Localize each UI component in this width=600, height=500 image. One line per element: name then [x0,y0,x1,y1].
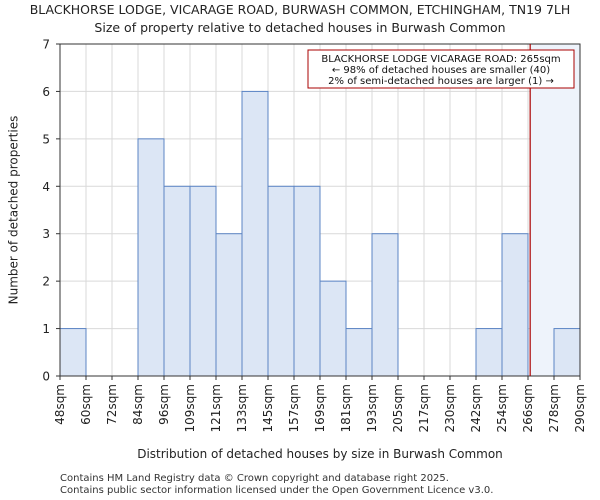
y-tick-label: 5 [42,132,50,146]
annotation-line-1: BLACKHORSE LODGE VICARAGE ROAD: 265sqm [321,54,560,65]
annotation-line-3: 2% of semi-detached houses are larger (1… [328,76,554,87]
x-tick-label: 157sqm [287,384,301,432]
x-tick-label: 133sqm [235,384,249,432]
x-tick-label: 230sqm [443,384,457,432]
y-tick-label: 0 [42,370,50,384]
x-tick-label: 290sqm [573,384,587,432]
footer-line-1: Contains HM Land Registry data © Crown c… [60,473,449,484]
x-tick-label: 266sqm [521,384,535,432]
annotation-box: BLACKHORSE LODGE VICARAGE ROAD: 265sqm ←… [307,49,575,89]
x-tick-label: 96sqm [157,384,171,425]
highlight-region [530,44,580,376]
annotation-frame [307,49,575,89]
x-tick-label: 181sqm [339,384,353,432]
bar [475,328,503,377]
bar [241,90,269,377]
x-tick-label: 217sqm [417,384,431,432]
bar [163,185,191,377]
y-tick-label: 6 [42,85,50,99]
bar [553,328,581,377]
bar [59,328,87,377]
x-tick-label: 72sqm [105,384,119,425]
x-tick-label: 169sqm [313,384,327,432]
plot-frame [59,43,581,377]
x-tick-label: 48sqm [53,384,67,425]
x-axis-label: Distribution of detached houses by size … [137,447,503,461]
bar [345,328,373,377]
bar [267,185,295,377]
bar [319,280,347,377]
y-tick-label: 4 [42,180,50,194]
chart-title: BLACKHORSE LODGE, VICARAGE ROAD, BURWASH… [29,2,571,17]
x-tick-label: 145sqm [261,384,275,432]
y-tick-label: 3 [42,227,50,241]
footer-line-2: Contains public sector information licen… [60,485,494,496]
bar [501,233,529,377]
x-tick-label: 278sqm [547,384,561,432]
bar [137,138,165,377]
bar [371,233,399,377]
x-tick-label: 121sqm [209,384,223,432]
y-axis: 0 1 2 3 4 5 6 7 [42,38,60,384]
x-axis: 48sqm 60sqm 72sqm 84sqm 96sqm 109sqm 121sqm 133… [53,376,587,432]
x-tick-label: 60sqm [79,384,93,425]
y-tick-label: 1 [42,322,50,336]
annotation-line-2: ← 98% of detached houses are smaller (40… [332,65,550,76]
x-tick-label: 193sqm [365,384,379,432]
chart-subtitle: Size of property relative to detached ho… [94,20,506,35]
bar [293,185,321,377]
y-tick-label: 2 [42,275,50,289]
y-axis-label: Number of detached properties [7,116,21,305]
bar [215,233,243,377]
x-tick-label: 205sqm [391,384,405,432]
x-tick-label: 109sqm [183,384,197,432]
x-tick-label: 242sqm [469,384,483,432]
y-tick-label: 7 [42,38,50,52]
x-tick-label: 84sqm [131,384,145,425]
x-tick-label: 254sqm [495,384,509,432]
bar [189,185,217,377]
